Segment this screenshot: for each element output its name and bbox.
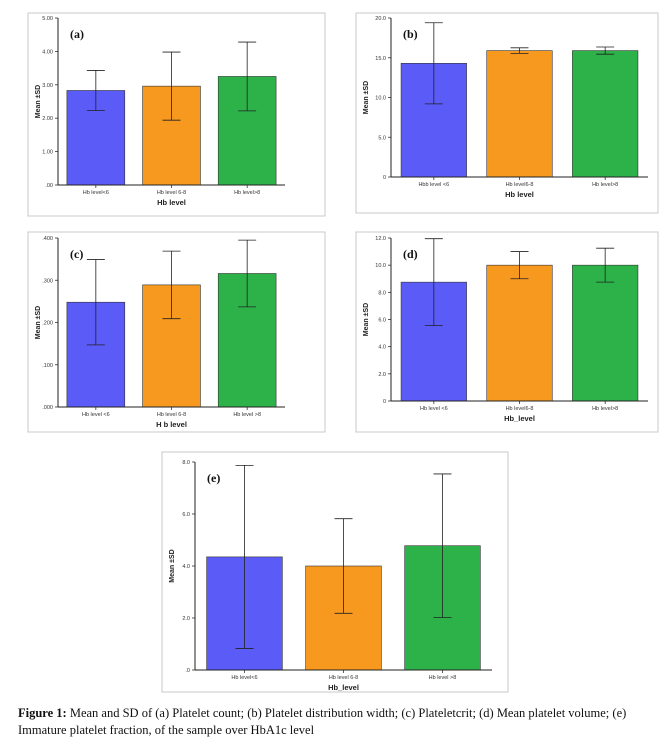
chart-panel-5: 8.0 6.0 4.0 2.0 .0 Hb level<6 Hb level 6-8 Hb l…: [161, 451, 509, 693]
y-tick-label: 15.0: [375, 56, 386, 62]
y-tick-label: 5.00: [42, 16, 53, 22]
x-tick-label: Hb level<6: [231, 675, 257, 681]
y-axis-label: Mean ±SD: [35, 306, 42, 339]
y-axis-label: Mean ±SD: [363, 81, 370, 114]
x-axis-label: Hb_level: [328, 683, 359, 692]
x-tick-label: Hb level <6: [420, 406, 448, 412]
y-tick-label: 8.0: [378, 290, 386, 296]
y-tick-label: .0: [185, 668, 190, 674]
y-tick-label: 1.00: [42, 150, 53, 156]
x-axis-label: Hb_level: [504, 414, 535, 423]
y-tick-label: 4.00: [42, 49, 53, 55]
figure-caption-text: Mean and SD of (a) Platelet count; (b) P…: [18, 706, 627, 737]
y-tick-label: 4.0: [378, 345, 386, 351]
y-tick-label: 0: [383, 399, 386, 405]
bar: [572, 264, 639, 402]
y-axis-label: Mean ±SD: [363, 303, 370, 336]
x-axis-label: Hb level: [505, 190, 534, 199]
chart-panel-2: 20.0 15.0 10.0 5.0 0 Hbb level <6 Hb level6-8 H…: [355, 12, 659, 214]
y-tick-label: 0: [383, 175, 386, 181]
x-tick-label: Hb level <6: [82, 412, 110, 418]
x-tick-label: Hb level6-8: [506, 406, 534, 412]
figure-caption-label: Figure 1:: [18, 706, 67, 720]
y-tick-label: 10.0: [375, 96, 386, 102]
y-tick-label: .200: [42, 321, 53, 327]
x-tick-label: Hb level >8: [429, 675, 457, 681]
x-tick-label: Hb level>8: [592, 406, 618, 412]
bar: [486, 264, 553, 402]
x-tick-label: Hb level>8: [234, 190, 260, 196]
panel-label: (a): [70, 27, 84, 41]
y-tick-label: 2.0: [378, 372, 386, 378]
x-tick-label: Hb level >8: [233, 412, 261, 418]
y-axis-label: Mean ±SD: [169, 549, 176, 582]
x-tick-label: Hb level<6: [83, 190, 109, 196]
y-tick-label: 12.0: [375, 236, 386, 242]
y-tick-label: 3.00: [42, 83, 53, 89]
x-tick-label: Hb level6-8: [506, 182, 534, 188]
x-tick-label: Hb level 6-8: [157, 412, 186, 418]
y-tick-label: 8.0: [182, 460, 190, 466]
figure-caption: Figure 1: Mean and SD of (a) Platelet co…: [18, 705, 663, 739]
panel-label: (e): [207, 471, 220, 485]
y-tick-label: .300: [42, 278, 53, 284]
y-tick-label: 5.0: [378, 135, 386, 141]
chart-panel-3: .400 .300 .200 .100 .000 Hb level <6 Hb level …: [27, 231, 326, 433]
x-axis-label: H b level: [156, 420, 187, 429]
y-tick-label: 4.0: [182, 564, 190, 570]
y-tick-label: .100: [42, 363, 53, 369]
y-axis-label: Mean ±SD: [35, 85, 42, 118]
y-tick-label: 20.0: [375, 16, 386, 22]
panel-label: (d): [403, 247, 418, 261]
bar: [486, 50, 553, 178]
y-tick-label: .000: [42, 405, 53, 411]
y-tick-label: 2.0: [182, 616, 190, 622]
x-tick-label: Hb level 6-8: [157, 190, 186, 196]
bar: [572, 50, 639, 178]
y-tick-label: .400: [42, 236, 53, 242]
x-tick-label: Hb level>8: [592, 182, 618, 188]
panel-label: (b): [403, 27, 418, 41]
y-tick-label: 6.0: [378, 318, 386, 324]
y-tick-label: 6.0: [182, 512, 190, 518]
x-tick-label: Hb level 6-8: [329, 675, 358, 681]
chart-panel-4: 12.0 10.0 8.0 6.0 4.0 2.0 0 Hb level <6 Hb level…: [355, 231, 659, 433]
panel-label: (c): [70, 247, 83, 261]
y-tick-label: 10.0: [375, 263, 386, 269]
x-axis-label: Hb level: [157, 198, 186, 207]
chart-panel-1: 5.00 4.00 3.00 2.00 1.00 .00 Hb level<6 Hb leve…: [27, 12, 326, 217]
y-tick-label: 2.00: [42, 116, 53, 122]
x-tick-label: Hbb level <6: [418, 182, 449, 188]
y-tick-label: .00: [45, 183, 53, 189]
